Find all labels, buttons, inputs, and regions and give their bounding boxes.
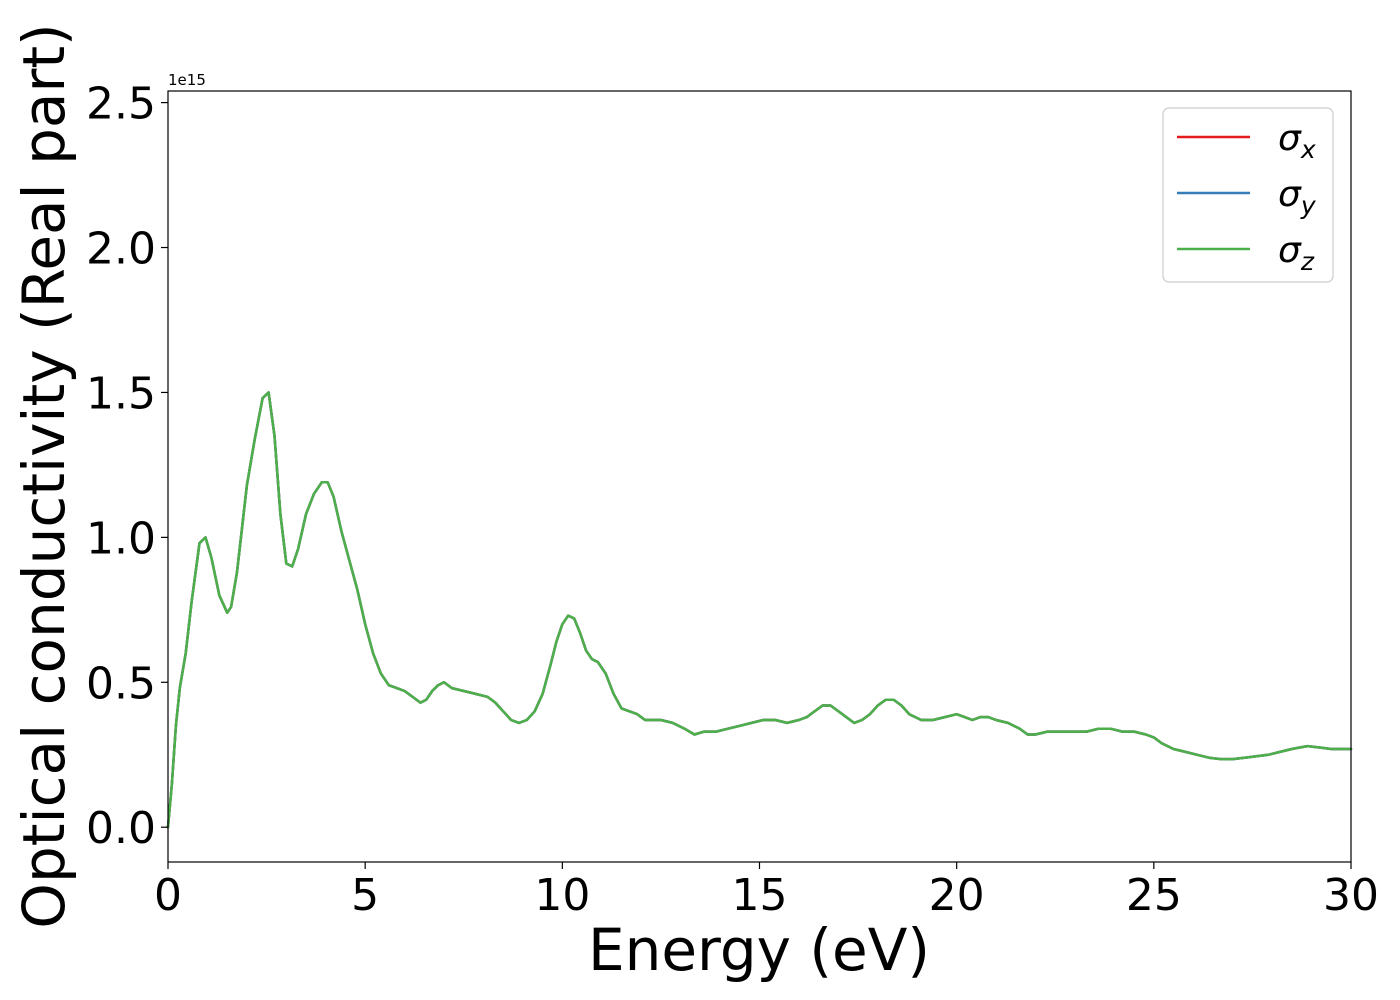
y-tick-label: 2.0 [86,224,156,275]
series-line-1 [166,391,1353,829]
y-axis-title: Optical conductivity (Real part) [10,23,78,928]
x-tick-label: 5 [351,870,379,921]
y-axis: 0.0 0.5 1.0 1.5 2.0 2.5 [86,79,168,854]
series-line-3 [166,391,1353,829]
y-tick-label: 1.0 [86,513,156,564]
legend-label-y: σy [1278,174,1317,220]
x-tick-label: 20 [929,870,985,921]
y-offset-label: 1e15 [168,71,206,89]
series-layer [166,391,1353,829]
x-tick-label: 15 [732,870,788,921]
x-tick-label: 25 [1126,870,1182,921]
x-axis: 0 5 10 15 20 25 30 [154,862,1379,921]
series-line-2 [166,391,1353,829]
x-tick-label: 30 [1323,870,1379,921]
x-tick-label: 10 [534,870,590,921]
legend-label-x: σx [1278,118,1316,164]
x-axis-title: Energy (eV) [588,916,930,984]
legend-label-z: σz [1278,230,1315,276]
y-tick-label: 0.5 [86,658,156,709]
y-tick-label: 0.0 [86,803,156,854]
legend: σx σy σz [1162,107,1334,283]
legend-box [1162,107,1334,283]
y-tick-label: 2.5 [86,79,156,130]
x-tick-label: 0 [154,870,182,921]
y-tick-label: 1.5 [86,368,156,419]
